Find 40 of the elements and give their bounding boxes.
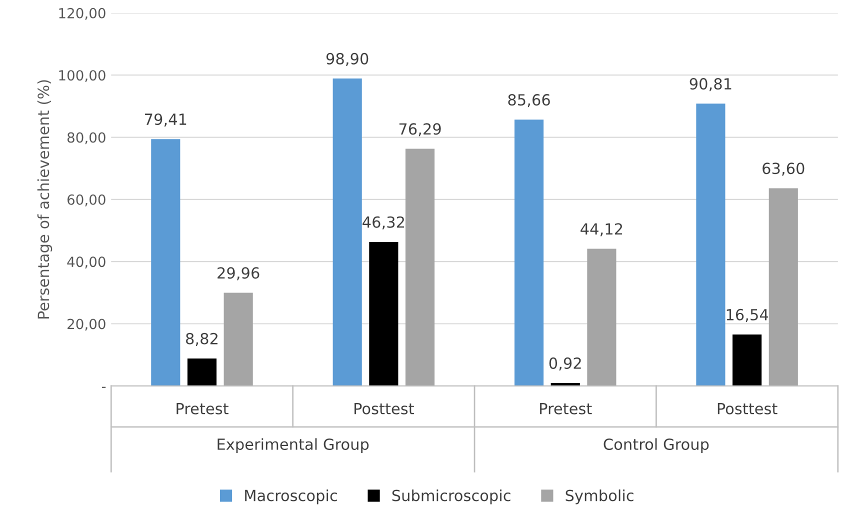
data-label: 8,82: [186, 332, 218, 346]
bar: [768, 188, 798, 386]
data-label: 0,92: [549, 357, 581, 371]
data-label: 85,66: [508, 94, 550, 108]
data-label: 46,32: [362, 216, 404, 230]
x-tick-label: Pretest: [176, 403, 228, 414]
legend-label: Submicroscopic: [392, 489, 510, 504]
y-tick-label: 120,00: [59, 8, 106, 20]
data-label: 90,81: [690, 78, 732, 92]
y-tick-label: 60,00: [68, 194, 106, 206]
legend-label: Macroscopic: [245, 489, 337, 504]
y-tick-label: 100,00: [59, 70, 106, 82]
x-tick-label: Pretest: [540, 403, 592, 414]
legend-label: Symbolic: [566, 489, 634, 504]
y-axis-title: Persentage of achievement (%): [37, 80, 52, 318]
bar: [151, 139, 180, 386]
data-label: 98,90: [326, 52, 368, 66]
data-label: 29,96: [218, 267, 260, 280]
data-label: 63,60: [762, 162, 804, 176]
bar: [587, 248, 616, 386]
bar: [405, 148, 435, 386]
y-tick-label: 20,00: [68, 318, 106, 331]
text: Experimental Group: [218, 438, 369, 453]
data-label: 76,29: [399, 123, 441, 136]
x-tick-label: Posttest: [354, 403, 414, 414]
bar: [187, 358, 217, 386]
y-tick-label: 80,00: [67, 132, 106, 144]
bar: [332, 78, 362, 386]
y-tick-label: -: [102, 386, 106, 388]
bar: [224, 292, 253, 386]
data-label: 79,41: [145, 113, 186, 127]
bar: [514, 120, 544, 386]
y-tick-label: 40,00: [67, 256, 106, 268]
data-label: 16,54: [726, 308, 768, 322]
x-tick-label: Posttest: [718, 403, 778, 414]
data-label: 44,12: [580, 223, 622, 236]
bar: [369, 242, 398, 386]
bar: [696, 104, 726, 386]
bar: [732, 334, 762, 386]
text: Control Group: [604, 438, 709, 453]
